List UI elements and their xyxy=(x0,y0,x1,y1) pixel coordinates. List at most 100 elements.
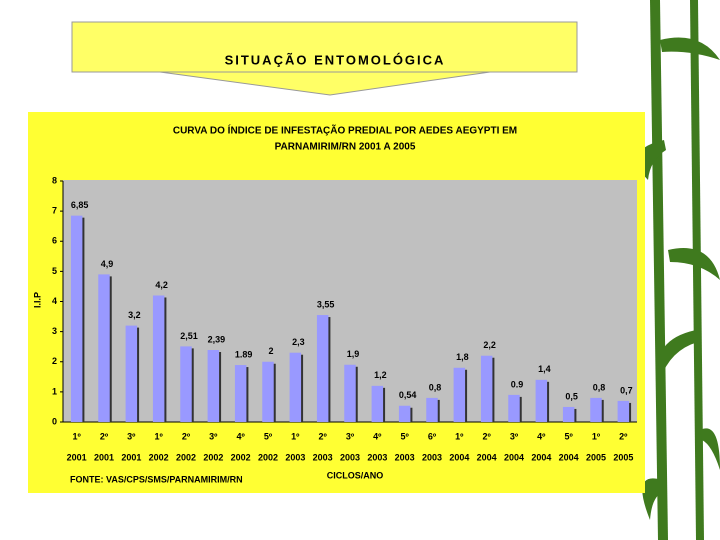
value-label: 1.89 xyxy=(235,349,253,359)
x-tick-label: 2003 xyxy=(313,452,333,462)
x-tick-label: 1º xyxy=(592,431,601,441)
x-axis-label: CICLOS/ANO xyxy=(327,470,384,480)
x-tick-label: 3º xyxy=(127,431,136,441)
y-tick-label: 8 xyxy=(52,175,57,185)
value-label: 0,8 xyxy=(593,382,606,392)
y-tick-label: 5 xyxy=(52,266,57,276)
title-arrow xyxy=(159,71,491,96)
value-label: 2 xyxy=(268,346,273,356)
value-label: 0,8 xyxy=(429,382,442,392)
bar xyxy=(344,364,356,422)
x-tick-label: 2003 xyxy=(367,452,387,462)
value-label: 2,39 xyxy=(208,334,226,344)
x-tick-label: 2002 xyxy=(258,452,278,462)
x-tick-label: 2º xyxy=(182,431,191,441)
x-tick-label: 2003 xyxy=(285,452,305,462)
x-tick-label: 2003 xyxy=(395,452,415,462)
bar xyxy=(426,397,438,422)
x-tick-label: 4º xyxy=(537,431,546,441)
x-tick-label: 5º xyxy=(565,431,574,441)
x-tick-label: 3º xyxy=(346,431,355,441)
bar xyxy=(535,379,548,422)
value-label: 3,55 xyxy=(317,299,335,309)
x-tick-label: 1º xyxy=(291,431,300,441)
x-tick-label: 2004 xyxy=(449,452,469,462)
bar xyxy=(562,406,575,422)
value-label: 4,2 xyxy=(155,280,168,290)
value-label: 2,3 xyxy=(292,337,305,347)
x-tick-label: 2002 xyxy=(149,452,169,462)
y-tick-label: 2 xyxy=(52,356,57,366)
x-tick-label: 2002 xyxy=(176,452,196,462)
x-tick-label: 2004 xyxy=(531,452,551,462)
chart-title: PARNAMIRIM/RN 2001 A 2005 xyxy=(275,142,416,153)
x-tick-label: 5º xyxy=(264,431,273,441)
value-label: 0.9 xyxy=(511,379,524,389)
x-tick-label: 2º xyxy=(100,431,109,441)
x-tick-label: 2004 xyxy=(477,452,497,462)
x-tick-label: 1º xyxy=(155,431,164,441)
x-tick-label: 1º xyxy=(455,431,464,441)
value-label: 4,9 xyxy=(101,259,114,269)
y-tick-label: 7 xyxy=(52,206,57,216)
value-label: 0,5 xyxy=(565,391,578,401)
x-tick-label: 5º xyxy=(401,431,410,441)
bar xyxy=(480,355,493,422)
x-tick-label: 4º xyxy=(373,431,382,441)
bar xyxy=(98,274,110,422)
x-tick-label: 2005 xyxy=(586,452,606,462)
x-tick-label: 2004 xyxy=(504,452,524,462)
x-tick-label: 2º xyxy=(319,431,328,441)
x-tick-label: 2003 xyxy=(340,452,360,462)
value-label: 1,8 xyxy=(456,352,469,362)
bar xyxy=(262,361,274,422)
bar xyxy=(152,295,165,422)
x-tick-label: 3º xyxy=(209,431,218,441)
value-label: 1,2 xyxy=(374,370,387,380)
slide-title: SITUAÇÃO ENTOMOLÓGICA xyxy=(225,52,446,67)
value-label: 1,9 xyxy=(347,349,360,359)
value-label: 2,2 xyxy=(483,340,496,350)
y-tick-label: 6 xyxy=(52,236,57,246)
value-label: 0,7 xyxy=(620,385,633,395)
x-tick-label: 1º xyxy=(73,431,82,441)
x-tick-label: 2005 xyxy=(613,452,633,462)
x-tick-label: 3º xyxy=(510,431,519,441)
title-box xyxy=(71,21,578,73)
bar xyxy=(590,397,602,422)
bar xyxy=(70,215,83,422)
x-tick-label: 2001 xyxy=(94,452,114,462)
x-tick-label: 2002 xyxy=(231,452,251,462)
y-tick-label: 3 xyxy=(52,326,57,336)
value-label: 0,54 xyxy=(399,390,417,400)
bar xyxy=(398,405,411,422)
chart-title: CURVA DO ÍNDICE DE INFESTAÇÃO PREDIAL PO… xyxy=(173,124,517,137)
x-tick-label: 2º xyxy=(619,431,628,441)
x-tick-label: 2002 xyxy=(203,452,223,462)
bar xyxy=(316,315,329,422)
x-tick-label: 6º xyxy=(428,431,437,441)
x-tick-label: 4º xyxy=(237,431,246,441)
bar xyxy=(289,352,302,422)
value-label: 6,85 xyxy=(71,200,89,210)
bar xyxy=(180,346,192,422)
value-label: 1,4 xyxy=(538,364,551,374)
bar xyxy=(453,367,466,422)
y-axis-label: I.I.P xyxy=(32,292,42,308)
source: FONTE: VAS/CPS/SMS/PARNAMIRIM/RN xyxy=(70,474,243,484)
bamboo-decoration xyxy=(637,0,720,540)
bar xyxy=(234,365,247,422)
bar xyxy=(125,325,138,422)
y-tick-label: 1 xyxy=(52,386,57,396)
y-tick-label: 0 xyxy=(52,416,57,426)
bar xyxy=(508,394,520,422)
x-tick-label: 2003 xyxy=(422,452,442,462)
bar xyxy=(371,385,384,422)
value-label: 2,51 xyxy=(180,331,198,341)
value-label: 3,2 xyxy=(128,310,141,320)
x-tick-label: 2001 xyxy=(121,452,141,462)
bar xyxy=(617,400,630,422)
x-tick-label: 2004 xyxy=(559,452,579,462)
